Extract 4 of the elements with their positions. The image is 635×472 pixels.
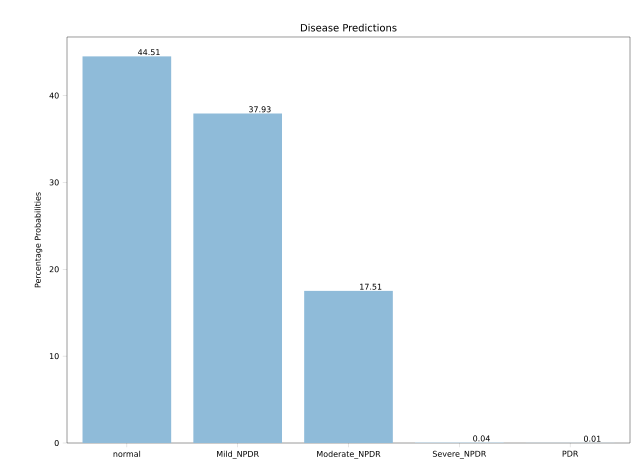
bar <box>304 290 393 443</box>
bar <box>82 56 172 443</box>
bar <box>193 114 282 443</box>
chart-title: Disease Predictions <box>300 24 397 32</box>
